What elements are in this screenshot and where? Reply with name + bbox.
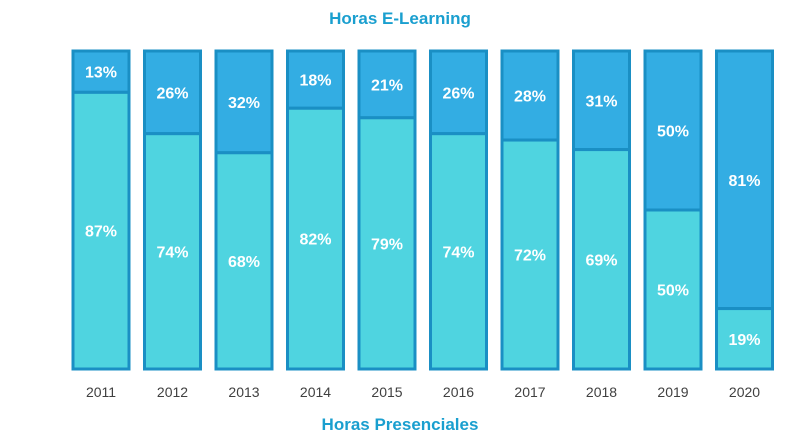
data-label-upper-2016: 26% — [442, 85, 474, 102]
x-tick-label-2016: 2016 — [443, 384, 474, 400]
data-label-lower-2017: 72% — [514, 248, 546, 265]
data-label-upper-2014: 18% — [299, 73, 331, 90]
bar-upper-2014 — [286, 49, 345, 110]
bar-lower-2011 — [71, 90, 131, 371]
bar-lower-2012 — [143, 132, 202, 371]
data-label-upper-2017: 28% — [514, 89, 546, 106]
data-label-upper-2012: 26% — [156, 85, 188, 102]
bar-lower-2014 — [286, 106, 345, 371]
data-label-upper-2020: 81% — [728, 173, 760, 190]
x-tick-label-2018: 2018 — [586, 384, 617, 400]
bar-lower-2019 — [643, 208, 703, 371]
chart-subtitle: Horas Presenciales — [321, 415, 479, 434]
data-label-lower-2013: 68% — [228, 254, 260, 271]
data-label-lower-2011: 87% — [85, 224, 117, 241]
x-tick-label-2012: 2012 — [157, 384, 188, 400]
x-tick-label-2014: 2014 — [300, 384, 331, 400]
data-label-upper-2018: 31% — [585, 93, 617, 110]
data-label-upper-2019: 50% — [657, 124, 689, 141]
data-label-lower-2020: 19% — [728, 332, 760, 349]
bar-upper-2019 — [643, 49, 703, 212]
x-tick-label-2011: 2011 — [86, 384, 116, 400]
bar-lower-2020 — [715, 307, 774, 371]
bar-upper-2017 — [500, 49, 560, 142]
x-tick-label-2013: 2013 — [228, 384, 259, 400]
bar-lower-2015 — [357, 116, 417, 371]
bar-upper-2016 — [429, 49, 488, 136]
bar-upper-2011 — [71, 49, 131, 94]
bar-upper-2020 — [715, 49, 774, 311]
data-label-lower-2012: 74% — [156, 244, 188, 261]
bar-upper-2015 — [357, 49, 417, 120]
data-label-lower-2018: 69% — [585, 252, 617, 269]
x-tick-label-2017: 2017 — [514, 384, 545, 400]
bar-upper-2018 — [572, 49, 631, 152]
data-label-upper-2015: 21% — [371, 77, 403, 94]
data-label-lower-2016: 74% — [442, 244, 474, 261]
chart-title: Horas E-Learning — [329, 9, 471, 28]
bar-lower-2013 — [214, 151, 274, 371]
data-label-upper-2013: 32% — [228, 95, 260, 112]
data-label-lower-2015: 79% — [371, 236, 403, 253]
bar-upper-2012 — [143, 49, 202, 136]
data-label-upper-2011: 13% — [85, 65, 117, 82]
data-label-lower-2019: 50% — [657, 283, 689, 300]
bar-lower-2018 — [572, 148, 631, 371]
x-tick-label-2019: 2019 — [657, 384, 688, 400]
data-label-lower-2014: 82% — [299, 232, 331, 249]
x-tick-label-2020: 2020 — [729, 384, 760, 400]
bar-lower-2017 — [500, 138, 560, 371]
bar-lower-2016 — [429, 132, 488, 371]
x-tick-label-2015: 2015 — [371, 384, 402, 400]
